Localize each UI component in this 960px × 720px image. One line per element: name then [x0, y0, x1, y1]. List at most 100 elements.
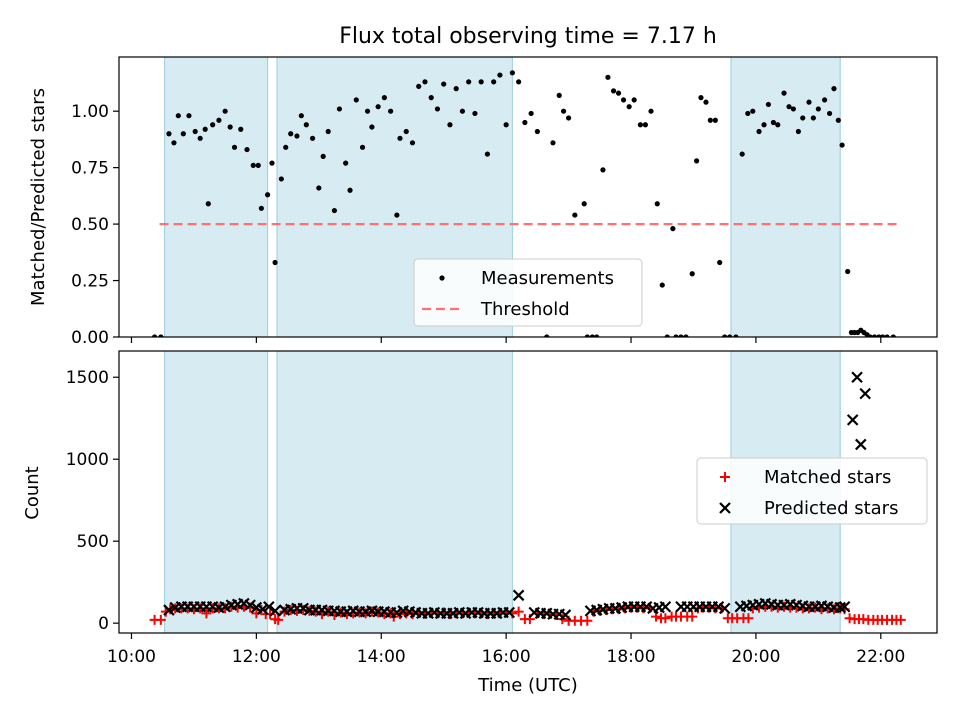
- measurement-point: [394, 212, 400, 218]
- measurement-point: [409, 140, 416, 146]
- top-legend: Measurements Threshold: [413, 258, 643, 327]
- measurement-point: [364, 108, 371, 114]
- measurement-point: [722, 334, 728, 337]
- predicted-stars-marker: [718, 602, 731, 615]
- measurement-point: [867, 334, 873, 337]
- x-tick-label: 16:00: [482, 647, 531, 667]
- x-tick-label: 14:00: [357, 647, 406, 667]
- measurement-point: [839, 142, 845, 148]
- measurement-point: [765, 101, 772, 108]
- measurement-point: [516, 79, 522, 85]
- measurement-point: [336, 106, 343, 112]
- measurement-point: [416, 83, 422, 89]
- measurement-point: [441, 81, 447, 87]
- measurement-point: [180, 131, 186, 137]
- measurement-point: [397, 135, 403, 141]
- predicted-stars-marker: [855, 438, 867, 451]
- y-tick-label: 0.00: [71, 328, 109, 348]
- measurement-point: [654, 201, 660, 207]
- measurement-point: [683, 334, 689, 337]
- measurement-point: [610, 88, 617, 94]
- predicted-stars-marker: [851, 371, 863, 384]
- legend-label: Predicted stars: [764, 498, 898, 519]
- matched-stars-marker: [743, 613, 754, 624]
- measurement-point: [835, 117, 841, 123]
- bottom-legend: Matched stars Predicted stars: [696, 457, 928, 525]
- measurement-point: [626, 104, 632, 110]
- predicted-stars-marker: [512, 589, 525, 602]
- measurement-point: [316, 185, 322, 191]
- top-panel: 0.00 0.25 0.50 0.75 1.00: [71, 56, 938, 348]
- measurement-point: [509, 70, 515, 76]
- predicted-stars-marker: [859, 387, 871, 400]
- measurement-point: [786, 104, 792, 110]
- measurement-point: [717, 259, 723, 266]
- measurement-point: [484, 151, 491, 157]
- measurement-point: [871, 334, 878, 337]
- predicted-stars-marker: [263, 600, 275, 613]
- measurement-point: [631, 97, 637, 103]
- measurement-point: [605, 74, 611, 80]
- measurement-point: [447, 122, 453, 128]
- predicted-stars-marker: [846, 414, 859, 426]
- measurement-point: [171, 140, 177, 146]
- legend-box: [696, 457, 928, 525]
- y-tick-label: 500: [77, 532, 109, 552]
- axes-frame: [118, 350, 938, 634]
- measurement-point: [822, 97, 828, 103]
- measurement-point: [750, 108, 756, 114]
- measurement-point: [459, 108, 466, 114]
- matched-stars-marker: [513, 606, 524, 617]
- measurement-point: [375, 104, 381, 110]
- measurement-point: [528, 110, 534, 117]
- legend-label: Threshold: [480, 299, 570, 320]
- measurement-point: [453, 86, 459, 92]
- measurement-point: [294, 133, 300, 139]
- measurement-point: [761, 122, 767, 128]
- legend-predicted-marker: [719, 502, 731, 514]
- top-y-axis-label: Matched/Predicted stars: [28, 88, 49, 306]
- measurement-point: [272, 259, 278, 266]
- measurement-point: [560, 108, 567, 114]
- measurement-point: [250, 162, 256, 168]
- measurement-point: [210, 122, 216, 128]
- measurement-point: [565, 115, 572, 121]
- measurement-point: [303, 122, 309, 128]
- measurement-point: [197, 135, 203, 141]
- measurement-point: [620, 97, 627, 103]
- y-tick-label: 1500: [66, 368, 109, 388]
- measurement-point: [600, 167, 606, 173]
- measurement-point: [664, 334, 670, 337]
- measurement-point: [466, 79, 472, 85]
- observing-interval: [730, 57, 841, 337]
- bottom-y-axis-label: Count: [22, 466, 43, 519]
- measurement-point: [693, 158, 700, 164]
- y-tick-label: 1.00: [71, 102, 109, 122]
- measurement-point: [369, 124, 375, 130]
- measurement-point: [331, 207, 338, 214]
- measurement-point: [637, 122, 643, 128]
- measurement-point: [222, 108, 228, 114]
- matched-stars-marker: [687, 611, 698, 622]
- measurement-point: [810, 115, 816, 121]
- measurement-point: [589, 334, 595, 337]
- x-tick-label: 18:00: [607, 647, 656, 667]
- bottom-panel: 0 500 1000 1500 10:00 12:00 14:00 16:00 18:00 20:…: [66, 350, 938, 667]
- predicted-stars-marker: [503, 606, 516, 619]
- predicted-stars-marker: [838, 600, 851, 613]
- measurement-point: [884, 334, 890, 337]
- legend-label: Matched stars: [764, 467, 891, 488]
- measurement-point: [522, 119, 528, 126]
- y-tick-label: 0.25: [71, 272, 109, 292]
- measurement-point: [770, 119, 777, 126]
- measurement-point: [795, 128, 801, 135]
- legend-matched-marker: [720, 472, 730, 482]
- measurement-point: [806, 99, 812, 105]
- measurement-point: [890, 334, 896, 337]
- measurement-point: [186, 113, 192, 119]
- y-tick-label: 0.50: [71, 215, 109, 235]
- legend-measurements-marker: [439, 275, 445, 281]
- measurement-point: [216, 117, 222, 123]
- measurement-point: [703, 99, 709, 105]
